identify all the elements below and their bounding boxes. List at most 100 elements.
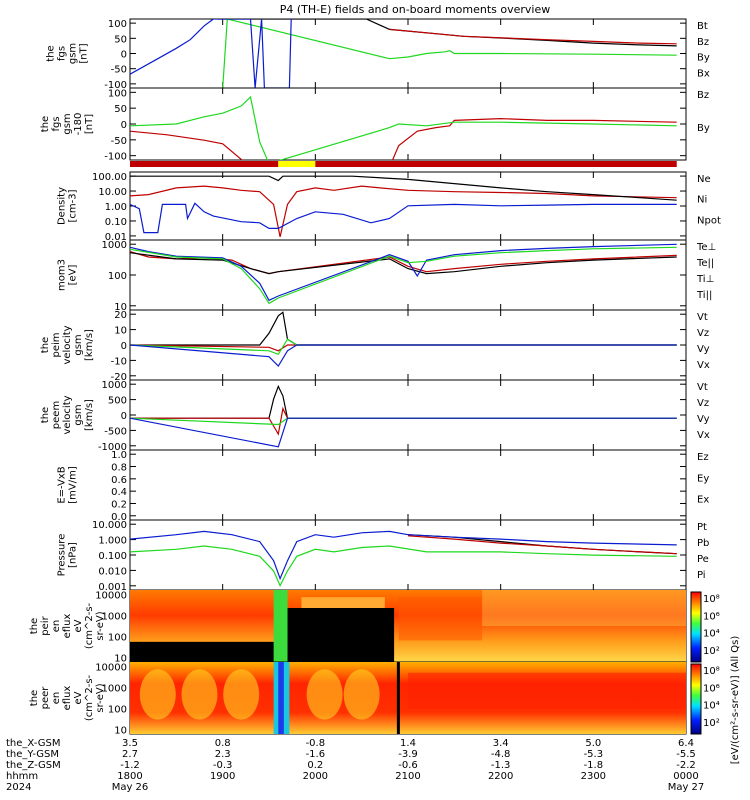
panel-frame <box>129 18 687 89</box>
spectrogram-band <box>306 669 343 720</box>
y-axis-label: E=-VxB <box>57 466 68 503</box>
y-axis-label: mom3 <box>57 259 68 291</box>
mode-bar-segment <box>130 161 279 167</box>
y-axis-label: eV <box>73 619 84 632</box>
series-Ne <box>130 185 677 238</box>
y-tick-label: 10.000 <box>92 520 127 531</box>
y-axis-label: the <box>46 45 57 61</box>
y-axis-label: [mV/m] <box>68 466 79 504</box>
y-axis-label: the <box>40 407 51 423</box>
spectrogram-gap <box>282 608 395 662</box>
y-axis-label: [eV] <box>68 265 79 286</box>
colorbar <box>690 591 702 663</box>
x-axis-date: May 27 <box>668 782 705 793</box>
x-axis-row-label: 2024 <box>6 782 31 793</box>
legend-entry: Vx <box>697 360 710 371</box>
panel-fgs_gsm_180: 100 50 0 -50 -100 the fgs gsm -180 [nT] Bz By <box>40 87 710 163</box>
x-axis-hhmm-value: 2100 <box>395 771 420 782</box>
y-tick-label: 10 <box>114 326 127 337</box>
colorbar-tick-label: 10⁸ <box>703 594 720 605</box>
x-axis-y-value: -3.9 <box>398 749 418 760</box>
panel-fgs_gsm: 100 50 0 -50 -100 the fgs gsm [nT] Bt Bz By Bx <box>46 18 710 91</box>
legend-entry: Ne <box>697 174 711 185</box>
series-Vx <box>130 344 677 367</box>
y-axis-label: the <box>40 337 51 353</box>
plot-title: P4 (TH-E) fields and on-board moments ov… <box>280 3 551 16</box>
colorbar-tick-label: 10⁶ <box>703 611 720 622</box>
colorbar <box>690 663 702 735</box>
y-axis-label: [nPa] <box>68 542 79 568</box>
x-axis-y-value: -5.3 <box>584 749 604 760</box>
legend-entry: Npot <box>697 215 721 226</box>
colorbar-tick-label: 10² <box>703 646 720 657</box>
series-By <box>130 95 677 160</box>
legend-entry: By <box>697 53 710 64</box>
colorbar-tick-label: 10⁸ <box>703 666 720 677</box>
y-tick-label: 0.4 <box>111 487 127 498</box>
legend-entry: Bz <box>697 90 709 101</box>
y-tick-label: 1000 <box>102 683 127 694</box>
spectrogram-band <box>343 669 380 720</box>
legend-entry: Pb <box>697 538 709 549</box>
y-axis-label: peir <box>40 615 51 635</box>
legend-entry: Pe <box>697 554 709 565</box>
y-axis-label: en <box>51 692 62 705</box>
y-tick-label: 100 <box>108 19 127 30</box>
legend-entry: Ti|| <box>696 290 712 301</box>
y-tick-label: 10000 <box>95 590 127 601</box>
x-axis-row-label: the_Z-GSM <box>6 760 61 771</box>
y-axis-label: peem <box>51 401 62 429</box>
x-axis-y-value: 2.3 <box>215 749 231 760</box>
panel-temperature: 1000 100 10 mom3 [eV] Te⊥ Te|| Ti⊥ Ti|| <box>57 239 716 313</box>
y-axis-label: -180 <box>73 113 84 136</box>
y-tick-label: -50 <box>111 65 127 76</box>
x-axis-x-value: 3.5 <box>122 738 138 749</box>
panel-frame <box>129 239 687 311</box>
colorbar-tick-label: 10⁴ <box>703 701 720 712</box>
colorbar-tick-label: 10⁴ <box>703 629 720 640</box>
legend-entry: Vy <box>697 414 710 425</box>
y-axis-label: en <box>51 620 62 633</box>
y-tick-label: 0.001 <box>98 582 127 593</box>
x-axis-z-value: -1.3 <box>491 760 511 771</box>
x-axis-z-value: -0.3 <box>213 760 233 771</box>
y-tick-label: 0.2 <box>111 499 127 510</box>
series-Npot <box>130 202 677 234</box>
legend-entry: Te⊥ <box>696 242 716 253</box>
colorbar-label: [eV/(cm²-s-sr-eV)] (All Qs) <box>730 636 741 765</box>
spectrogram-band <box>181 669 218 720</box>
series-Pb <box>407 535 677 555</box>
y-axis-label: [cm-3] <box>68 189 79 222</box>
panel-efield: 1.0 0.80.60.40.2 0.0 E=-VxB [mV/m] Ez Ey Ex <box>57 449 709 523</box>
y-tick-label: 0.8 <box>111 463 127 474</box>
y-axis-label: sr-eV) <box>95 683 106 712</box>
legend-entry: Ni <box>697 195 707 206</box>
spectrogram-band <box>273 590 288 662</box>
panel-frame <box>129 379 687 451</box>
y-tick-label: 0.010 <box>98 566 127 577</box>
y-tick-label: 1.000 <box>98 536 127 547</box>
legend-entry: Vt <box>697 382 708 393</box>
x-axis-row-label: the_X-GSM <box>6 738 60 749</box>
series-Bx <box>130 19 292 88</box>
legend-entry: Pi <box>697 570 706 581</box>
x-axis-x-value: 6.4 <box>678 738 694 749</box>
y-tick-label: 100 <box>108 271 127 282</box>
x-axis-y-value: -5.5 <box>676 749 696 760</box>
y-tick-label: 100.00 <box>92 172 127 183</box>
series-Bz <box>389 28 677 45</box>
y-axis-label: [km/s] <box>84 399 95 431</box>
y-tick-label: 10 <box>114 654 127 665</box>
legend-entry: Ey <box>697 473 709 484</box>
y-axis-label: [nT] <box>84 114 95 134</box>
spectrogram-gap <box>396 662 400 734</box>
y-tick-label: -50 <box>111 136 127 147</box>
panel-peem_velocity: 1000 500 0 -500 -1000 the peem velocity gsm [km/s… <box>40 379 710 453</box>
spectrogram-band <box>139 669 176 720</box>
panel-density: 100.00 10.00 1.00 0.10 0.01 Density [cm-3] Ne Ni… <box>57 171 721 243</box>
y-axis-label: velocity <box>62 395 73 434</box>
y-axis-label: (cm^2-s- <box>84 674 95 721</box>
y-tick-label: 0.100 <box>98 551 127 562</box>
series-Ni <box>130 175 677 201</box>
y-axis-label: the <box>29 618 40 634</box>
